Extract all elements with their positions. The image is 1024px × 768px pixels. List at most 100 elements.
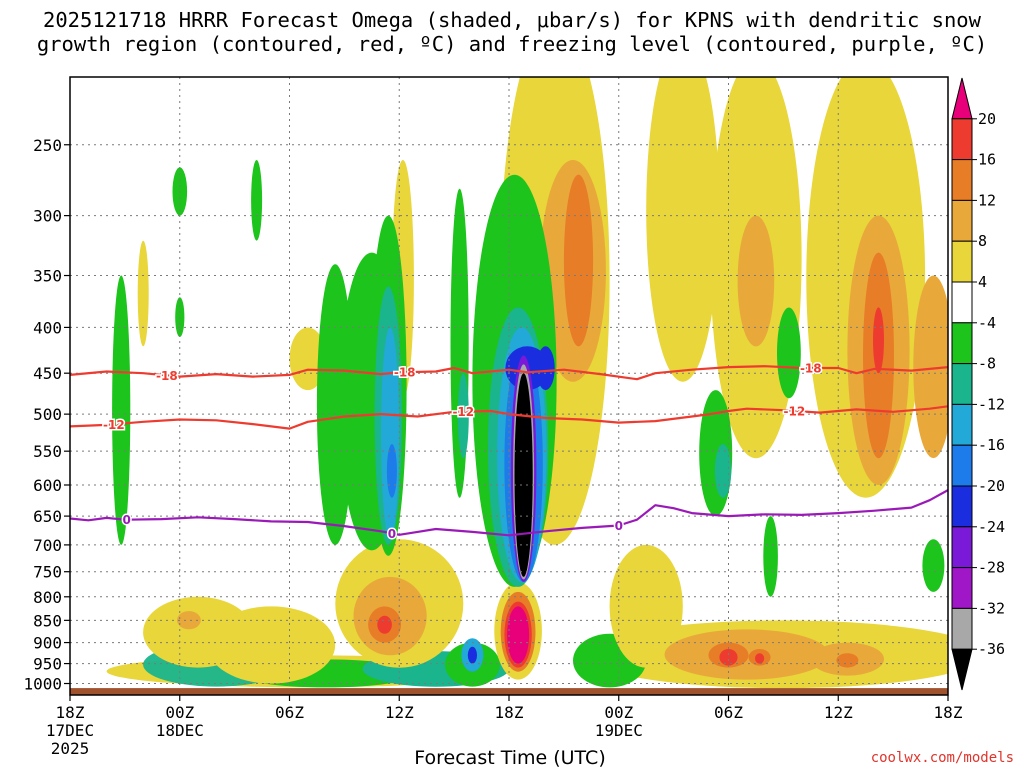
x-tick-label: 18Z — [495, 703, 524, 722]
colorbar-segment — [951, 526, 973, 569]
contour-label-freezing-level: 0 — [388, 527, 396, 541]
shade-magenta-18z — [507, 606, 530, 664]
shade-blue-12z — [386, 444, 397, 498]
colorbar-label: -24 — [978, 518, 1005, 536]
shade-cyan-12z — [381, 327, 400, 540]
shade-red-07z19 — [755, 653, 765, 664]
contour-label-freezing-level: 0 — [123, 513, 131, 527]
colorbar-segment — [951, 403, 973, 446]
colorbar-segment — [951, 363, 973, 405]
shade-light-orange-edge — [913, 275, 948, 459]
chart-title-line-2: growth region (contoured, red, ºC) and f… — [37, 32, 987, 56]
colorbar-cap-top — [951, 77, 973, 120]
colorbar-segment — [951, 159, 973, 201]
colorbar-segment — [951, 118, 973, 161]
colorbar-segment — [951, 444, 973, 487]
colorbar-label: -12 — [978, 395, 1005, 413]
contour-label-minus-18: -18 — [394, 366, 416, 380]
shade-light-orange-east2 — [737, 215, 775, 347]
ground-surface — [70, 688, 948, 695]
colorbar-label: -36 — [978, 640, 1005, 658]
shade-yellow-plume-east1 — [646, 77, 720, 382]
y-tick-label: 700 — [33, 536, 62, 555]
shade-orange-core-center — [563, 174, 594, 347]
shade-navy-16z — [467, 646, 477, 664]
x-axis-label: Forecast Time (UTC) — [414, 747, 605, 768]
y-tick-label: 850 — [33, 611, 62, 630]
contour-label-minus-18: -18 — [800, 362, 822, 376]
y-tick-label: 600 — [33, 476, 62, 495]
shade-green-10z — [316, 264, 354, 545]
y-tick-label: 250 — [33, 136, 62, 155]
shade-red-east3 — [873, 307, 884, 374]
x-tick-label: 06Z — [275, 703, 304, 722]
shade-green-edge — [922, 539, 945, 592]
contours: -18 -18 -18 -12 -12 -12 0 0 0 — [70, 360, 948, 542]
y-tick-label: 550 — [33, 442, 62, 461]
x-tick-label: 00Z — [604, 703, 633, 722]
contour-minus-12 — [70, 405, 948, 430]
y-tick-label: 950 — [33, 655, 62, 674]
y-tick-label: 450 — [33, 364, 62, 383]
y-axis: 250 300 350 400 450 500 550 600 650 700 750 800 850 9… — [23, 136, 70, 694]
y-tick-label: 350 — [33, 267, 62, 286]
credit-text: coolwx.com/models — [871, 750, 1014, 766]
x-tick-date: 18DEC — [156, 721, 204, 740]
contour-label-minus-12: -12 — [784, 404, 806, 418]
shade-yellow-small-1 — [137, 240, 149, 347]
contour-minus-18 — [70, 365, 948, 381]
y-tick-label: 500 — [33, 405, 62, 424]
colorbar-segment — [951, 240, 973, 283]
colorbar-label: -32 — [978, 599, 1005, 617]
shade-green-08z19 — [763, 516, 778, 597]
shade-green-west — [112, 275, 131, 545]
x-tick-year: 2025 — [51, 739, 90, 758]
colorbar-label: -20 — [978, 477, 1005, 495]
shade-orange-12z19 — [836, 653, 859, 668]
colorbar-label: -8 — [978, 355, 996, 373]
colorbar-segment — [951, 567, 973, 609]
y-tick-label: 900 — [33, 634, 62, 653]
y-tick-label: 800 — [33, 588, 62, 607]
colorbar-label: -16 — [978, 436, 1005, 454]
x-tick-date: 17DEC — [46, 721, 94, 740]
colorbar-segment — [951, 607, 973, 650]
colorbar-label: 20 — [978, 110, 996, 128]
shade-red-12z — [377, 615, 392, 634]
shade-yellow-small-2 — [684, 275, 700, 347]
contour-label-minus-12: -12 — [452, 405, 474, 419]
colorbar-label: -4 — [978, 314, 996, 332]
contour-label-minus-12: -12 — [103, 418, 125, 432]
x-tick-date: 19DEC — [595, 721, 643, 740]
shade-navy-19z — [536, 346, 555, 391]
y-tick-label: 650 — [33, 507, 62, 526]
shade-yellow-low-06z — [207, 606, 336, 684]
colorbar-label: 4 — [978, 273, 987, 291]
x-tick-label: 18Z — [934, 703, 963, 722]
omega-shading — [106, 77, 948, 689]
colorbar-label: 8 — [978, 232, 987, 250]
colorbar-segment — [951, 281, 973, 324]
colorbar-label: 12 — [978, 191, 996, 209]
x-tick-label: 06Z — [714, 703, 743, 722]
x-tick-label: 00Z — [165, 703, 194, 722]
contour-label-minus-18: -18 — [156, 369, 178, 383]
x-tick-label: 18Z — [56, 703, 85, 722]
shade-red-06z19 — [719, 649, 738, 666]
colorbar-segment — [951, 322, 973, 365]
y-tick-label: 300 — [33, 207, 62, 226]
y-tick-label: 750 — [33, 563, 62, 582]
shade-teal-05z19 — [714, 444, 732, 498]
y-tick-label: 400 — [33, 318, 62, 337]
colorbar-label: -28 — [978, 559, 1005, 577]
colorbar-segment — [951, 199, 973, 242]
shade-green-09z19 — [777, 307, 801, 399]
x-tick-label: 12Z — [824, 703, 853, 722]
y-tick-label: 1000 — [23, 675, 62, 694]
contour-freezing-level — [70, 489, 948, 537]
shade-green-upper-04z — [251, 160, 263, 241]
colorbar-segment — [951, 485, 973, 528]
shade-yellow-low-00z19 — [609, 544, 683, 668]
